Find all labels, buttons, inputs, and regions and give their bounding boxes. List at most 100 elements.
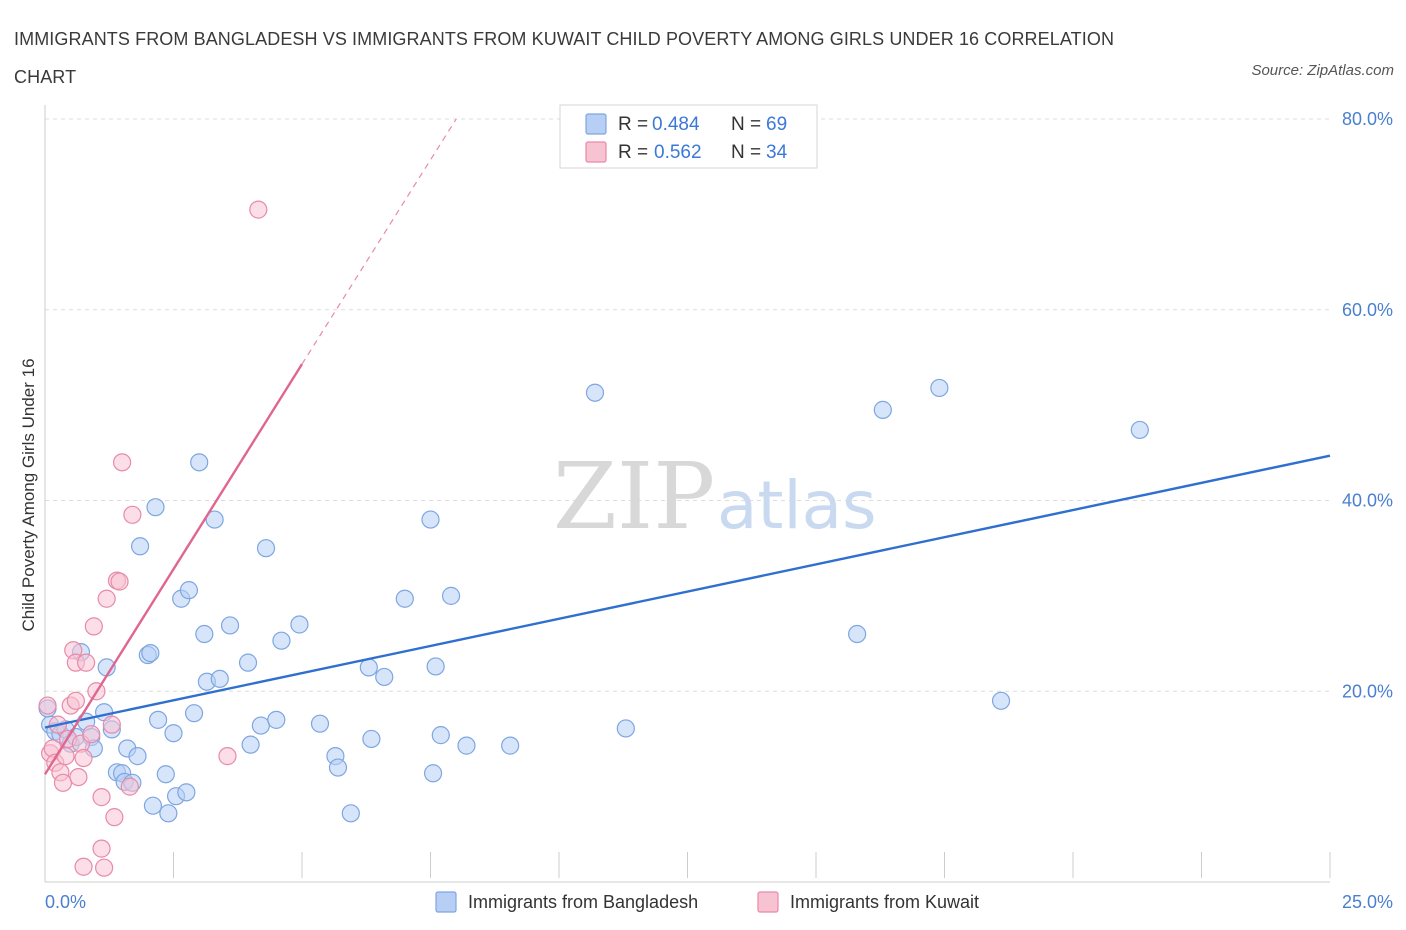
data-point-bangladesh — [423, 764, 443, 783]
x-tick-label: 0.0% — [45, 892, 86, 912]
chart-title: IMMIGRANTS FROM BANGLADESH VS IMMIGRANTS… — [14, 29, 1115, 87]
y-tick-label: 40.0% — [1342, 491, 1393, 511]
legend-swatch-kuwait — [757, 891, 779, 913]
data-point-bangladesh — [930, 378, 949, 398]
x-tick-label: 25.0% — [1342, 892, 1393, 912]
y-tick-label: 80.0% — [1342, 109, 1393, 129]
data-point-bangladesh — [130, 537, 150, 556]
data-point-bangladesh — [616, 719, 635, 738]
data-point-bangladesh — [431, 726, 450, 745]
data-point-kuwait — [120, 777, 139, 796]
stats-legend-r-label: R = — [618, 142, 648, 163]
data-point-bangladesh — [362, 729, 381, 749]
data-point-kuwait — [123, 505, 142, 524]
data-point-bangladesh — [146, 498, 165, 517]
gridlines — [45, 118, 1330, 692]
data-point-kuwait — [249, 200, 268, 219]
data-point-bangladesh — [873, 400, 892, 419]
data-point-kuwait — [74, 857, 93, 876]
data-point-bangladesh — [179, 581, 199, 600]
stats-legend-r-label: R = — [618, 114, 648, 135]
watermark-zip: ZIP — [553, 443, 715, 550]
data-point-bangladesh — [441, 586, 461, 605]
data-point-bangladesh — [177, 783, 196, 802]
data-point-bangladesh — [256, 539, 276, 558]
data-point-kuwait — [218, 747, 237, 766]
data-point-kuwait — [112, 453, 132, 472]
data-point-bangladesh — [375, 667, 394, 687]
data-point-kuwait — [53, 773, 73, 792]
data-point-bangladesh — [238, 653, 258, 672]
data-point-kuwait — [110, 572, 129, 591]
watermark: ZIP atlas — [553, 443, 877, 550]
data-point-bangladesh — [195, 624, 214, 644]
data-point-kuwait — [69, 767, 88, 787]
data-points — [38, 200, 1149, 877]
data-point-kuwait — [82, 725, 101, 744]
stats-legend-r-value: 0.484 — [652, 114, 700, 135]
data-point-bangladesh — [159, 804, 178, 823]
data-point-bangladesh — [210, 669, 229, 688]
trend-line-bangladesh — [44, 454, 1331, 729]
data-point-bangladesh — [220, 616, 240, 635]
stats-legend-n-value: 34 — [766, 142, 788, 163]
data-point-kuwait — [38, 696, 57, 715]
data-point-kuwait — [84, 617, 103, 636]
stats-legend-n-label: N = — [731, 114, 761, 135]
y-tick-label: 60.0% — [1342, 300, 1393, 320]
data-point-bangladesh — [190, 453, 209, 472]
data-point-bangladesh — [501, 736, 520, 755]
data-point-kuwait — [105, 808, 124, 827]
watermark-atlas: atlas — [717, 467, 877, 544]
data-point-bangladesh — [184, 704, 204, 723]
data-point-kuwait — [97, 589, 116, 608]
data-point-bangladesh — [395, 589, 414, 608]
data-point-bangladesh — [141, 643, 160, 663]
y-tick-label: 20.0% — [1342, 681, 1393, 701]
stats-legend-n-value: 69 — [766, 114, 787, 135]
data-point-bangladesh — [143, 796, 163, 815]
data-point-kuwait — [74, 748, 93, 768]
data-point-bangladesh — [421, 510, 440, 529]
data-point-bangladesh — [585, 383, 605, 402]
trend-lines — [43, 118, 1331, 775]
data-point-bangladesh — [848, 624, 867, 644]
data-point-kuwait — [92, 839, 111, 858]
data-point-bangladesh — [426, 657, 445, 676]
data-point-bangladesh — [290, 615, 309, 634]
data-point-bangladesh — [205, 510, 224, 529]
stats-legend-swatch-bangladesh — [585, 113, 607, 135]
bottom-legend: Immigrants from Bangladesh Immigrants fr… — [435, 891, 979, 913]
trend-line-kuwait — [43, 363, 304, 775]
stats-legend-n-label: N = — [731, 142, 761, 163]
data-point-bangladesh — [241, 735, 260, 754]
tick-labels: 20.0% 40.0% 60.0% 80.0% 0.0% 25.0% — [45, 109, 1393, 912]
data-point-kuwait — [92, 788, 111, 807]
data-point-bangladesh — [164, 724, 183, 743]
data-point-kuwait — [66, 691, 85, 710]
data-point-bangladesh — [251, 716, 270, 735]
stats-legend-r-value: 0.562 — [654, 142, 702, 163]
data-point-bangladesh — [148, 710, 168, 729]
data-point-bangladesh — [1130, 420, 1149, 440]
data-point-bangladesh — [310, 714, 330, 733]
data-point-bangladesh — [156, 765, 175, 784]
data-point-bangladesh — [128, 747, 147, 766]
source-credit: Source: ZipAtlas.com — [1251, 62, 1394, 79]
data-point-bangladesh — [457, 736, 476, 755]
data-point-bangladesh — [267, 710, 286, 729]
axes — [44, 105, 1331, 883]
trend-line-extension-kuwait — [301, 118, 457, 365]
legend-swatch-bangladesh — [435, 891, 457, 913]
data-point-bangladesh — [991, 691, 1011, 710]
data-point-bangladesh — [328, 758, 348, 777]
data-point-bangladesh — [341, 804, 360, 823]
legend-label-kuwait: Immigrants from Kuwait — [790, 892, 979, 912]
stats-legend: R = 0.484 N = 69 R = 0.562 N = 34 — [559, 104, 818, 169]
y-axis-label: Child Poverty Among Girls Under 16 — [19, 358, 38, 631]
data-point-kuwait — [102, 715, 121, 734]
legend-label-bangladesh: Immigrants from Bangladesh — [468, 892, 698, 912]
data-point-kuwait — [95, 858, 114, 877]
data-point-bangladesh — [272, 631, 291, 650]
